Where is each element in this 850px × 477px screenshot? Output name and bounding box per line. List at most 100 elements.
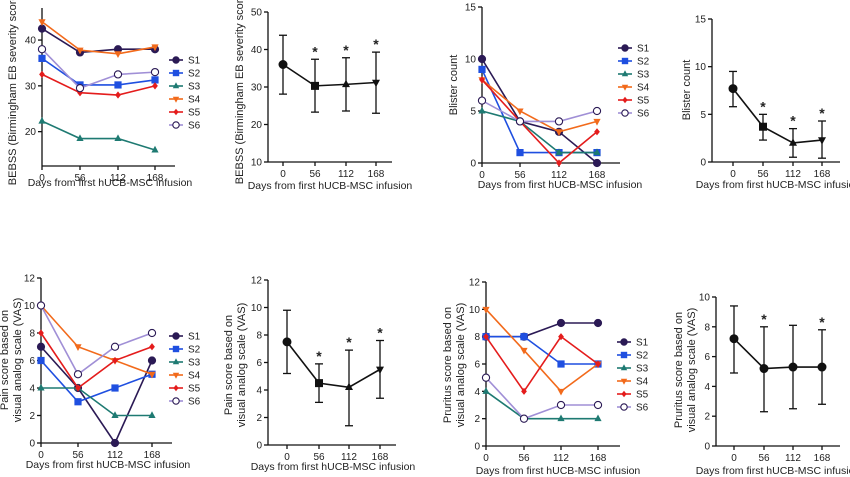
data-point-S4 bbox=[148, 371, 156, 379]
x-tick-label: 56 bbox=[72, 450, 84, 461]
x-tick-label: 0 bbox=[731, 453, 737, 464]
y-tick-label: 10 bbox=[24, 301, 36, 312]
data-point-S3 bbox=[482, 387, 490, 394]
y-axis-label: visual analog scale (VAS) bbox=[236, 303, 248, 428]
significance-star: * bbox=[346, 334, 352, 350]
x-tick-label: 168 bbox=[368, 169, 385, 180]
series-line-S3 bbox=[481, 110, 597, 154]
x-tick-label: 56 bbox=[518, 453, 530, 464]
data-point-S4 bbox=[74, 344, 82, 351]
mean-line bbox=[733, 338, 822, 370]
y-tick-label: 10 bbox=[469, 305, 481, 316]
data-point-S5 bbox=[38, 329, 44, 337]
x-axis-label: Days from first hUCB-MSC infusion bbox=[476, 465, 641, 477]
legend-label: S2 bbox=[636, 351, 649, 362]
x-tick-label: 0 bbox=[39, 173, 45, 184]
y-tick-label: 0 bbox=[474, 442, 480, 453]
x-tick-label: 0 bbox=[479, 170, 485, 181]
legend-marker bbox=[172, 121, 180, 129]
x-tick-label: 168 bbox=[589, 170, 606, 181]
data-point-S6 bbox=[554, 117, 564, 126]
series-line-S4 bbox=[40, 304, 153, 375]
legend-marker bbox=[172, 96, 180, 103]
data-point-S3 bbox=[478, 106, 486, 114]
x-tick-label: 0 bbox=[483, 453, 489, 464]
y-tick-label: 40 bbox=[251, 45, 263, 56]
x-tick-label: 168 bbox=[144, 450, 161, 461]
x-tick-label: 56 bbox=[309, 169, 321, 180]
series-line-S5 bbox=[41, 73, 156, 96]
legend-item-S4: S4 bbox=[169, 371, 201, 382]
data-point-S3 bbox=[111, 411, 119, 419]
data-point-S6 bbox=[150, 67, 160, 77]
series-line-S4 bbox=[485, 308, 599, 393]
data-point-S2 bbox=[111, 384, 119, 392]
significance-star: * bbox=[790, 113, 796, 129]
mean-point bbox=[817, 362, 827, 372]
mean-point bbox=[788, 362, 798, 372]
x-tick-label: 112 bbox=[107, 450, 123, 461]
mean-point bbox=[759, 364, 769, 374]
series-line-S1 bbox=[41, 27, 155, 54]
legend-item-S6: S6 bbox=[169, 397, 201, 408]
mean-point bbox=[818, 137, 826, 145]
y-axis-label: Pruritus score based on bbox=[673, 312, 685, 428]
y-axis-label: visual analog scale (VAS) bbox=[12, 298, 24, 423]
y-tick-label: 20 bbox=[251, 120, 263, 131]
data-point-S5 bbox=[77, 89, 83, 97]
legend-label: S1 bbox=[188, 332, 201, 343]
legend-label: S5 bbox=[636, 390, 649, 401]
mean-point bbox=[372, 79, 380, 88]
x-tick-label: 168 bbox=[590, 453, 607, 464]
x-tick-label: 0 bbox=[284, 452, 290, 463]
data-point-S4 bbox=[555, 129, 563, 136]
data-point-S3 bbox=[37, 383, 45, 391]
data-point-S5 bbox=[479, 76, 485, 84]
y-tick-label: 2 bbox=[29, 411, 35, 422]
x-tick-label: 56 bbox=[757, 169, 769, 180]
significance-star: * bbox=[819, 314, 825, 330]
mean-point bbox=[278, 60, 288, 69]
data-point-S6 bbox=[593, 400, 603, 410]
y-tick-label: 0 bbox=[29, 439, 35, 450]
y-tick-label: 20 bbox=[25, 127, 37, 138]
y-tick-label: 4 bbox=[256, 386, 262, 397]
data-point-S5 bbox=[483, 333, 489, 341]
x-tick-label: 56 bbox=[313, 452, 325, 463]
data-point-S2 bbox=[114, 81, 122, 89]
x-tick-label: 112 bbox=[338, 169, 354, 180]
y-axis-label: Pruritus score based on bbox=[442, 307, 454, 423]
significance-star: * bbox=[312, 43, 318, 59]
y-axis-label: Pain score based on bbox=[223, 315, 235, 415]
x-tick-label: 112 bbox=[341, 452, 357, 463]
data-point-S4 bbox=[38, 19, 46, 26]
data-point-S6 bbox=[477, 96, 487, 105]
y-axis-label: Pain score based on bbox=[0, 310, 11, 410]
y-tick-label: 12 bbox=[24, 274, 36, 285]
legend-item-S1: S1 bbox=[617, 338, 649, 349]
legend-label: S6 bbox=[637, 109, 650, 120]
x-axis-label: Days from first hUCB-MSC infusion bbox=[248, 180, 413, 192]
data-point-S2 bbox=[557, 360, 565, 368]
legend-label: S3 bbox=[637, 70, 650, 81]
data-point-S2 bbox=[74, 398, 82, 406]
y-tick-label: 40 bbox=[25, 36, 37, 47]
legend-label: S1 bbox=[636, 338, 649, 349]
mean-point bbox=[789, 138, 797, 146]
mean-point bbox=[315, 379, 323, 388]
data-point-S4 bbox=[593, 118, 601, 126]
data-point-S6 bbox=[75, 83, 85, 93]
y-tick-label: 4 bbox=[29, 384, 35, 395]
y-tick-label: 10 bbox=[465, 55, 477, 66]
series-line-S1 bbox=[481, 58, 598, 164]
y-tick-label: 10 bbox=[251, 158, 263, 169]
legend-item-S6: S6 bbox=[618, 109, 650, 120]
mean-line bbox=[282, 63, 377, 87]
data-point-S5 bbox=[556, 159, 562, 167]
data-point-S3 bbox=[593, 148, 601, 156]
y-tick-label: 8 bbox=[29, 329, 35, 340]
mean-line bbox=[732, 88, 823, 144]
x-axis-label: Days from first hUCB-MSC infusion bbox=[28, 177, 193, 189]
